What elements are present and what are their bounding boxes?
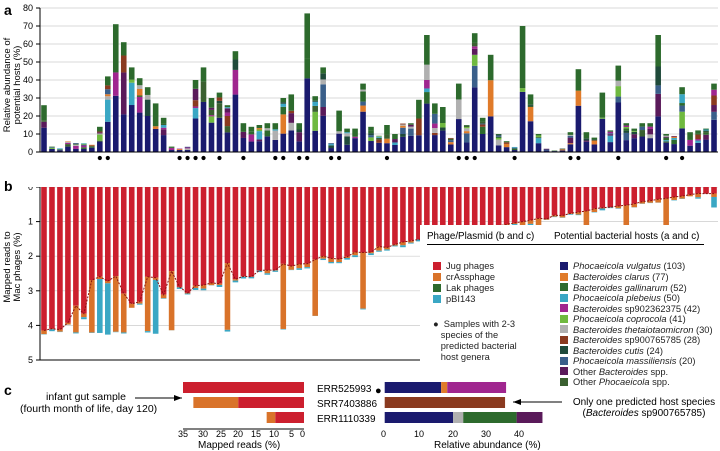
- svg-text:50: 50: [23, 57, 33, 67]
- svg-text:Mac phages (%): Mac phages (%): [12, 232, 23, 301]
- svg-text:60: 60: [23, 39, 33, 49]
- svg-text:80: 80: [23, 3, 33, 13]
- svg-text:0: 0: [28, 147, 33, 157]
- svg-text:20: 20: [23, 111, 33, 121]
- svg-text:2: 2: [28, 251, 33, 261]
- svg-text:70: 70: [23, 21, 33, 31]
- svg-text:4: 4: [28, 320, 33, 330]
- svg-text:10: 10: [23, 129, 33, 139]
- svg-text:30: 30: [23, 93, 33, 103]
- svg-text:0: 0: [28, 187, 33, 192]
- svg-text:1: 1: [28, 217, 33, 227]
- svg-text:40: 40: [23, 75, 33, 85]
- svg-text:3: 3: [28, 286, 33, 296]
- svg-text:5: 5: [28, 355, 33, 363]
- svg-text:potential hosts (%): potential hosts (%): [12, 46, 23, 125]
